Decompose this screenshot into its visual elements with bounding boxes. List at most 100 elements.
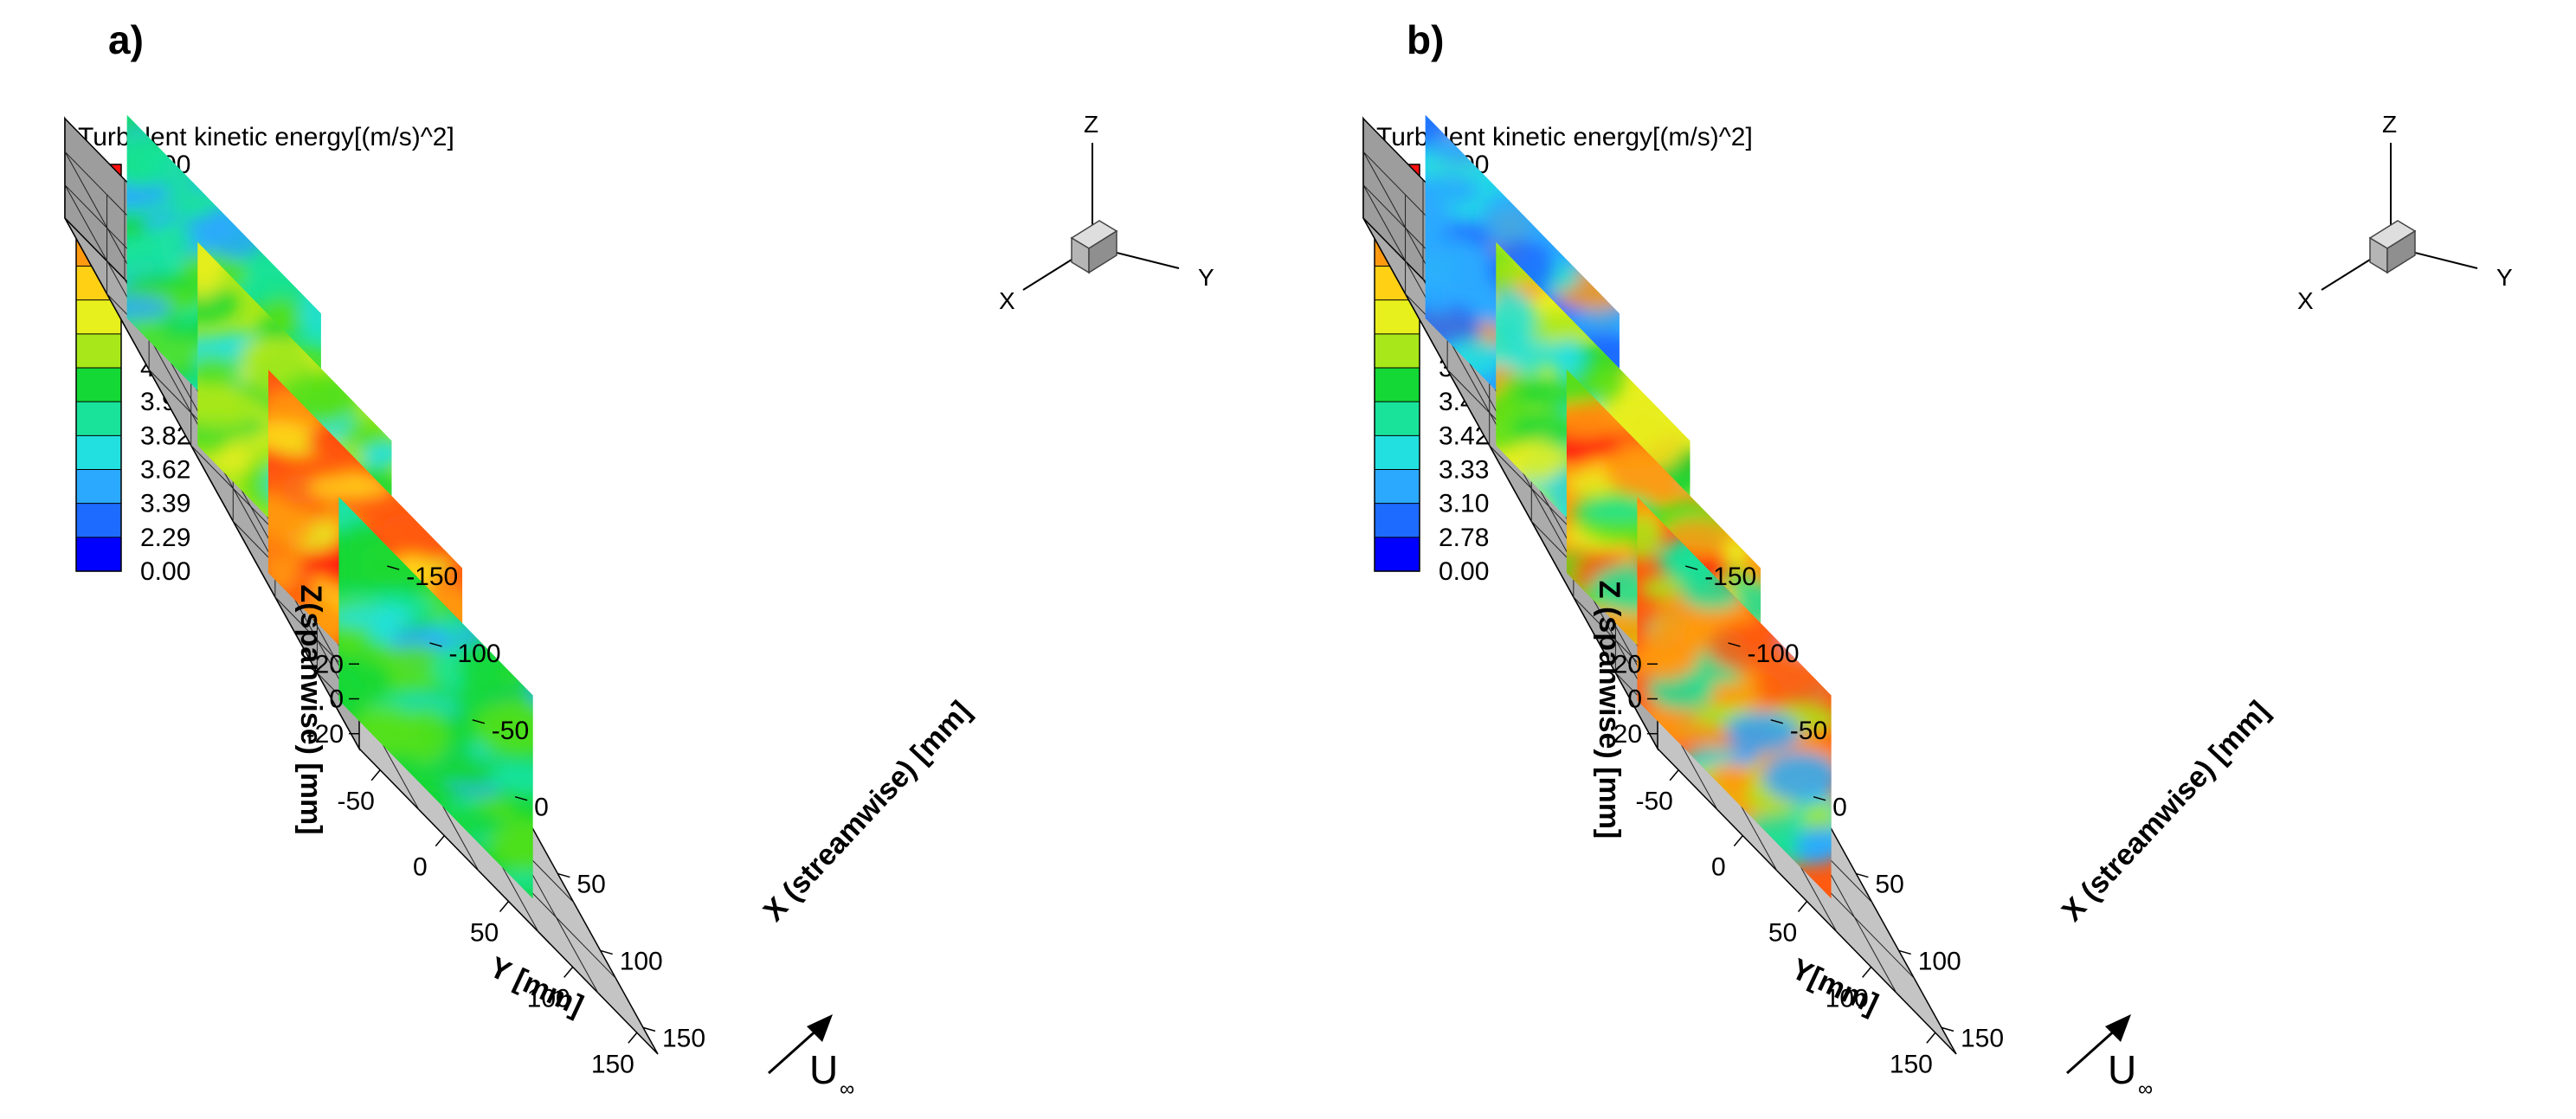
- x-axis-title: X (streamwise) [mm]: [2056, 695, 2277, 928]
- plane-blob: [203, 201, 269, 259]
- plane-blob: [126, 216, 149, 238]
- plane-blob: [1425, 235, 1488, 292]
- plane-blob: [1481, 189, 1544, 248]
- y-tick-label: -50: [337, 788, 374, 816]
- z-tick-label: 0: [329, 685, 344, 714]
- y-tick-label: 50: [1768, 919, 1797, 948]
- triad-cube-right: [1088, 229, 1117, 274]
- plane-blob: [1762, 751, 1832, 802]
- colorbar-swatch: [1375, 537, 1420, 572]
- x-tick-line: [514, 795, 528, 801]
- plane-blob: [488, 816, 533, 871]
- colorbar-swatch: [76, 333, 121, 369]
- triad-x-label: X: [2297, 287, 2314, 314]
- colorbar-swatch: [1375, 469, 1420, 505]
- z-tick-label: -20: [306, 720, 344, 749]
- colorbar-swatch: [76, 368, 121, 402]
- x-tick-line: [1856, 872, 1869, 878]
- colorbar-swatch: [1375, 435, 1420, 471]
- y-tick-label: 100: [527, 984, 570, 1013]
- plane-blob: [1566, 370, 1600, 404]
- colorbar-tick-label: 3.33: [1439, 456, 1489, 485]
- colorbar-swatch: [76, 435, 121, 471]
- x-tick-line: [1813, 795, 1826, 801]
- x-tick-line: [1941, 1026, 1955, 1032]
- plane-field: [1637, 497, 1832, 899]
- x-tick-label: 100: [620, 947, 663, 975]
- y-tick-line: [1669, 769, 1679, 781]
- freestream-velocity-subscript: ∞: [2138, 1077, 2153, 1101]
- freestream-velocity-symbol: U: [2108, 1047, 2136, 1092]
- y-tick-line: [435, 835, 445, 847]
- x-tick-label: -100: [449, 640, 501, 668]
- plane-blob: [1587, 357, 1625, 405]
- colorbar-swatch: [1375, 503, 1420, 538]
- y-tick-line: [1733, 835, 1743, 847]
- x-tick-label: 0: [534, 794, 549, 822]
- x-tick-label: -50: [1790, 717, 1827, 745]
- triad-y-label: Y: [2496, 264, 2513, 291]
- colorbar-swatch: [76, 503, 121, 538]
- x-tick-label: 150: [662, 1024, 705, 1052]
- y-tick-label: 0: [413, 853, 428, 882]
- plane-blob: [1640, 576, 1684, 601]
- colorbar-swatch: [76, 469, 121, 505]
- y-tick-label: -50: [1635, 788, 1672, 816]
- colorbar-tick-label: 3.10: [1439, 490, 1489, 518]
- colorbar-swatch: [1375, 333, 1420, 369]
- triad-y-label: Y: [1198, 264, 1214, 291]
- z-axis-title: Z (spanwise) [mm]: [1593, 581, 1626, 839]
- z-tick-label: 20: [1613, 650, 1642, 678]
- y-tick-label: 50: [470, 919, 499, 948]
- panel-label: b): [1407, 17, 1444, 62]
- measurement-planes: [126, 114, 533, 899]
- orientation-triad: Z Y X: [999, 111, 1214, 314]
- plane-blob: [126, 295, 172, 320]
- plane-blob: [267, 419, 312, 449]
- y-tick-line: [564, 966, 574, 978]
- plane-blob: [1512, 409, 1583, 450]
- plane-blob: [308, 474, 394, 501]
- plane-blob: [126, 241, 164, 280]
- orientation-triad: Z Y X: [2297, 111, 2513, 314]
- x-tick-label: 150: [1961, 1024, 2004, 1052]
- flow-arrow-head: [2105, 1014, 2131, 1042]
- panel-a: a)Turbulent kinetic energy[(m/s)^2]8.006…: [64, 17, 1214, 1101]
- plane-blob: [1637, 514, 1664, 561]
- freestream-velocity-subscript: ∞: [840, 1077, 854, 1101]
- colorbar-tick-label: 3.39: [140, 490, 190, 518]
- y-tick-line: [1862, 966, 1872, 978]
- plane-blob: [299, 289, 321, 337]
- plane-blob: [308, 374, 357, 418]
- z-tick-label: -20: [1605, 720, 1642, 749]
- x-tick-line: [557, 872, 570, 878]
- panel-b: b)Turbulent kinetic energy[(m/s)^2]8.004…: [1362, 17, 2513, 1101]
- plane-blob: [1639, 623, 1711, 661]
- y-tick-line: [370, 769, 381, 781]
- colorbar-swatch: [76, 402, 121, 436]
- flow-arrow-head: [807, 1014, 833, 1042]
- x-tick-label: -150: [406, 563, 458, 591]
- plane-blob: [1507, 440, 1564, 481]
- colorbar-tick-label: 0.00: [1439, 557, 1489, 586]
- x-tick-label: 50: [576, 871, 605, 899]
- z-axis: 20 0 -20Z (spanwise) [mm]: [1593, 581, 1658, 839]
- x-axis-title: X (streamwise) [mm]: [757, 695, 978, 928]
- z-tick-label: 0: [1627, 685, 1642, 714]
- measurement-plane: [1637, 497, 1832, 899]
- flow-direction: U ∞: [767, 1014, 854, 1101]
- x-tick-label: -150: [1704, 563, 1756, 591]
- plane-blob: [338, 606, 415, 628]
- plane-blob: [1723, 711, 1800, 753]
- plane-blob: [1496, 289, 1536, 346]
- x-tick-line: [1728, 642, 1741, 647]
- x-tick-line: [472, 719, 486, 724]
- freestream-velocity-symbol: U: [809, 1047, 838, 1092]
- plane-blob: [1579, 500, 1654, 522]
- plane-blob: [197, 247, 222, 299]
- plane-blob: [338, 659, 393, 705]
- plane-blob: [1548, 340, 1587, 374]
- y-tick-label: 150: [591, 1050, 634, 1078]
- x-tick-label: 50: [1875, 871, 1903, 899]
- x-tick-label: -50: [492, 717, 529, 745]
